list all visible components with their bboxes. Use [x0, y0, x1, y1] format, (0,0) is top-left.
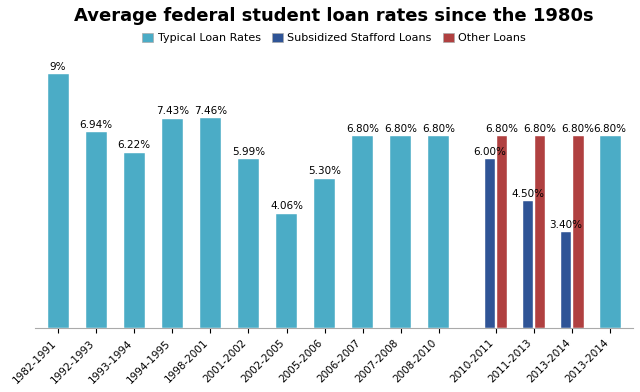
Bar — [162, 119, 183, 328]
Bar — [200, 118, 221, 328]
Text: 5.30%: 5.30% — [308, 167, 341, 176]
Bar — [47, 74, 68, 328]
Bar — [390, 136, 412, 328]
Text: 7.46%: 7.46% — [194, 105, 227, 116]
Text: 6.80%: 6.80% — [384, 124, 417, 134]
Text: 9%: 9% — [50, 62, 67, 72]
Text: 6.80%: 6.80% — [562, 124, 595, 134]
Bar — [276, 214, 297, 328]
Bar — [484, 159, 495, 328]
Text: 6.80%: 6.80% — [594, 124, 627, 134]
Bar — [600, 136, 621, 328]
Text: 6.80%: 6.80% — [524, 124, 557, 134]
Text: 6.94%: 6.94% — [79, 120, 113, 130]
Bar — [523, 201, 533, 328]
Text: 7.43%: 7.43% — [156, 106, 189, 116]
Text: 5.99%: 5.99% — [232, 147, 265, 157]
Bar — [352, 136, 373, 328]
Bar — [124, 153, 145, 328]
Text: 3.40%: 3.40% — [550, 220, 582, 230]
Bar — [561, 232, 572, 328]
Legend: Typical Loan Rates, Subsidized Stafford Loans, Other Loans: Typical Loan Rates, Subsidized Stafford … — [138, 29, 531, 48]
Bar — [497, 136, 508, 328]
Text: 6.80%: 6.80% — [346, 124, 379, 134]
Text: 4.06%: 4.06% — [270, 201, 303, 211]
Bar — [573, 136, 584, 328]
Bar — [238, 159, 259, 328]
Bar — [86, 132, 107, 328]
Bar — [314, 179, 335, 328]
Text: 6.80%: 6.80% — [422, 124, 455, 134]
Bar — [535, 136, 545, 328]
Text: 6.00%: 6.00% — [474, 147, 506, 157]
Title: Average federal student loan rates since the 1980s: Average federal student loan rates since… — [74, 7, 594, 25]
Text: 6.80%: 6.80% — [486, 124, 518, 134]
Text: 4.50%: 4.50% — [511, 189, 545, 199]
Text: 6.22%: 6.22% — [118, 140, 151, 151]
Bar — [428, 136, 449, 328]
